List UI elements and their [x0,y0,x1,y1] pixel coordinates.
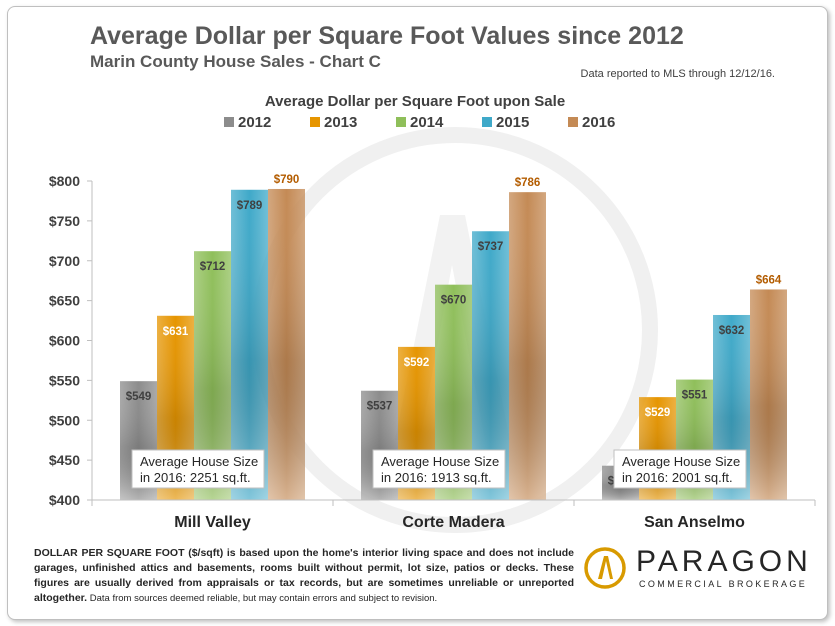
legend-swatch [224,117,234,127]
annotation-box [372,449,506,489]
data-label: $712 [200,261,226,273]
bar-shade [268,188,305,500]
footnote: DOLLAR PER SQUARE FOOT ($/sqft) is based… [34,546,574,606]
bar-shade [750,289,787,500]
annotation-line2: in 2016: 2251 sq.ft. [140,470,251,485]
footnote-bold: DOLLAR PER SQUARE FOOT ($/sqft) is based… [34,547,574,604]
legend-swatch [310,117,320,127]
data-label: $789 [237,200,263,212]
legend-label: 2015 [496,114,529,131]
annotation-line1: Average House Size [622,454,740,469]
data-label: $737 [478,241,504,253]
y-tick-label: $400 [49,492,80,508]
footnote-normal: Data from sources deemed reliable, but m… [87,593,438,604]
data-label: $664 [756,274,782,286]
x-axis: Mill Valley Corte Madera San Anselmo [91,499,816,531]
bar-shade [231,189,268,500]
data-label: $632 [719,325,745,337]
annotation-box [613,449,747,489]
annotation-box [131,449,265,489]
data-label: $549 [126,391,152,403]
annotation-line1: Average House Size [140,454,258,469]
y-tick-label: $700 [49,253,80,269]
logo-name: PARAGON [636,545,812,578]
y-tick-label: $750 [49,213,80,229]
bar-shade [509,192,546,501]
legend-label: 2016 [582,114,615,131]
data-label: $786 [515,177,541,189]
data-label: $529 [645,407,671,419]
data-label: $790 [274,174,300,186]
x-category-label: San Anselmo [644,514,745,531]
data-label: $631 [163,326,189,338]
annotation-line2: in 2016: 1913 sq.ft. [381,470,492,485]
y-tick-label: $650 [49,293,80,309]
page-subtitle: Marin County House Sales - Chart C [90,52,381,71]
legend-label: 2014 [410,114,444,131]
logo-tagline: COMMERCIAL BROKERAGE [639,579,808,589]
y-tick-label: $550 [49,372,80,388]
legend: 2012 2013 2014 2015 2016 [224,114,615,131]
annotation-line1: Average House Size [381,454,499,469]
legend-swatch [568,117,578,127]
x-category-label: Corte Madera [402,514,504,531]
y-tick-label: $600 [49,333,80,349]
y-axis: $400 $450 $500 $550 $600 $650 $700 $750 $800 [49,173,93,508]
data-label: $551 [682,390,708,402]
data-reported-note: Data reported to MLS through 12/12/16. [580,68,775,80]
legend-swatch [482,117,492,127]
paragon-logo: PARAGON COMMERCIAL BROKERAGE [582,545,808,591]
annotation-line2: in 2016: 2001 sq.ft. [622,470,733,485]
y-tick-label: $450 [49,452,80,468]
legend-label: 2013 [324,114,357,131]
y-tick-label: $800 [49,173,80,189]
x-category-label: Mill Valley [174,514,251,531]
paragon-logo-icon [584,547,626,589]
data-label: $670 [441,295,467,307]
legend-label: 2012 [238,114,271,131]
page-title: Average Dollar per Square Foot Values si… [90,22,684,50]
y-tick-label: $500 [49,412,80,428]
legend-swatch [396,117,406,127]
bar-chart: Average Dollar per Square Foot upon Sale… [49,93,816,533]
data-label: $537 [367,401,393,413]
data-label: $592 [404,357,430,369]
chart-title: Average Dollar per Square Foot upon Sale [265,93,565,110]
